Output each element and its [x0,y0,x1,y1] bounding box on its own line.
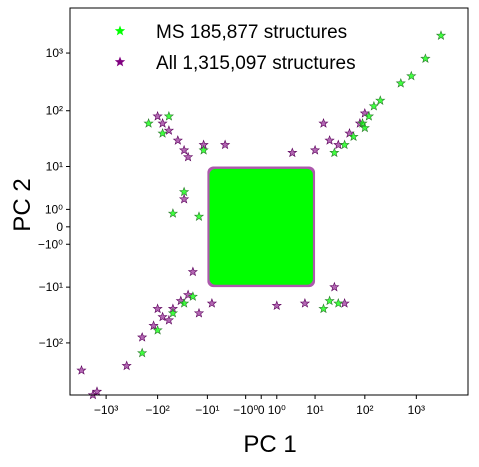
data-point [157,128,168,138]
x-tick-label: −10⁰ [233,403,258,417]
data-point [187,291,198,301]
y-tick-label: −10⁰ [38,237,63,251]
data-point [318,303,329,314]
x-tick-label: −10³ [94,403,118,417]
x-axis: −10³ −10² −10¹ −10⁰ 0 10⁰ 10¹ 10² 10³ [94,395,425,417]
data-point [368,100,379,111]
x-axis-title: PC 1 [243,431,296,458]
legend-label: All 1,315,097 structures [156,53,356,74]
data-point [157,118,168,128]
data-point [163,314,175,325]
series-ms [137,30,447,358]
data-point [333,298,344,308]
data-point [329,281,340,292]
x-tick-label: 10¹ [306,403,323,417]
data-point [187,266,198,277]
y-tick-label: 10³ [46,46,63,60]
data-point [152,324,163,335]
x-tick-label: 10² [356,403,373,417]
data-point [220,139,231,150]
legend-label: MS 185,877 structures [156,22,347,43]
data-point [375,95,386,106]
data-point [363,110,375,121]
data-point [137,347,148,358]
data-point [182,151,194,162]
data-point [167,307,179,318]
y-tick-label: 0 [56,220,63,234]
legend-marker [114,25,126,36]
x-tick-label: −10² [145,403,169,417]
y-tick-label: 10¹ [46,160,63,174]
data-point [182,289,194,300]
y-tick-label: 10² [46,104,63,118]
data-point [143,118,154,128]
data-point [193,307,205,318]
x-tick-label: 0 [258,403,265,417]
data-point [167,208,179,218]
data-point [287,147,298,158]
data-point [299,298,311,308]
data-point [348,131,359,141]
y-tick-label: −10² [39,336,63,350]
y-axis: 10³ 10² 10¹ 10⁰ 0 −10⁰ −10¹ −10² [38,46,70,350]
data-point [178,144,190,155]
data-point [271,300,282,310]
x-tick-label: 10³ [408,403,425,417]
data-point [178,298,190,308]
data-point [172,135,183,145]
data-point [324,135,335,145]
legend-marker [114,56,126,67]
data-point [148,320,159,331]
data-point [206,298,218,308]
points-layer [76,30,447,400]
x-tick-label: −10¹ [195,403,219,417]
data-point [152,110,163,121]
data-point [178,193,190,204]
y-tick-label: 10⁰ [45,202,63,216]
data-point [163,110,175,121]
data-point [193,211,205,222]
data-point [329,147,340,158]
data-point [178,186,190,197]
data-point [324,295,335,306]
data-point [318,118,329,128]
data-point [152,303,163,314]
data-point [91,386,103,397]
data-point [121,360,132,371]
data-point [309,144,321,155]
data-point [406,70,417,81]
data-point [163,125,175,135]
plot-frame [69,7,469,396]
data-point [357,118,368,128]
x-tick-label: 10⁰ [268,403,286,417]
legend: MS 185,877 structures All 1,315,097 struc… [114,22,356,74]
data-point [395,77,406,88]
data-point [435,30,447,41]
data-point [339,139,350,150]
data-point [76,365,87,375]
y-tick-label: −10¹ [39,280,63,294]
data-point [420,53,431,64]
y-axis-title: PC 2 [9,178,36,231]
point-cloud [209,168,313,285]
data-point [198,144,209,155]
data-point [137,332,148,342]
data-point [359,122,370,133]
